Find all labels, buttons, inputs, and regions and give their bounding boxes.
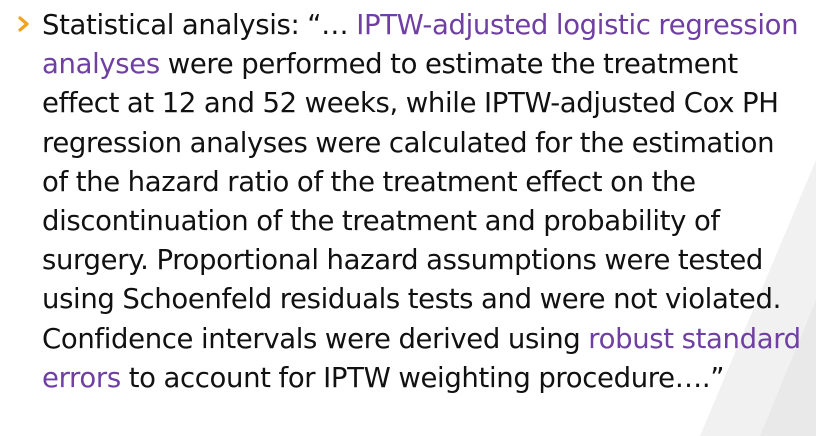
text-body: were performed to estimate the treatment… [42, 48, 781, 355]
bullet-paragraph: Statistical analysis: “… IPTW-adjusted l… [14, 6, 804, 398]
highlight-robust-standard-errors: robust standard errors [42, 322, 801, 394]
chevron-right-icon [18, 16, 29, 32]
text-lead: Statistical analysis: “… [42, 9, 357, 41]
highlight-logistic-regression: IPTW-adjusted logistic regression analys… [42, 9, 799, 81]
text-tail: to account for IPTW weighting procedure…… [120, 361, 725, 394]
statistical-analysis-text: Statistical analysis: “… IPTW-adjusted l… [42, 6, 804, 398]
